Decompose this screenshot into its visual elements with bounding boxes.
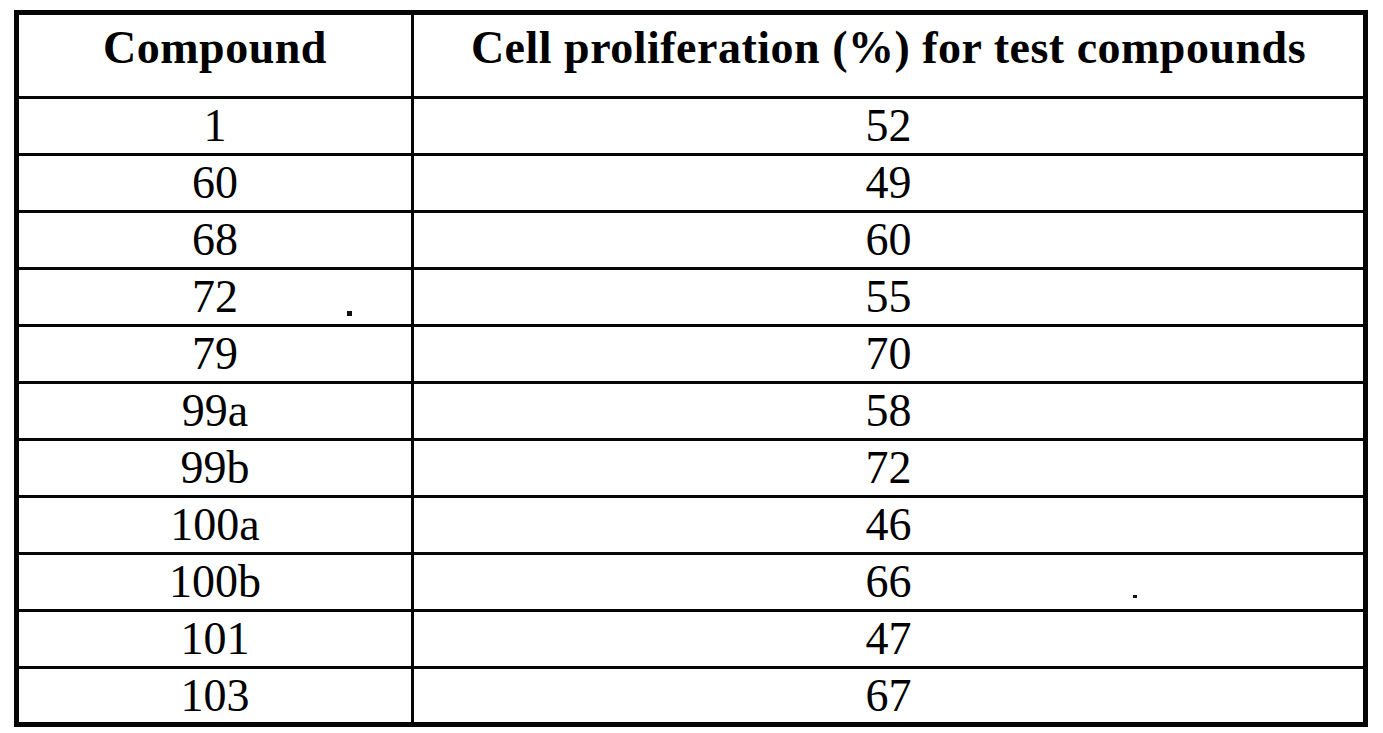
table-row: 152 [17, 98, 1366, 155]
cell-compound: 100b [17, 554, 413, 611]
cell-compound: 99a [17, 383, 413, 440]
cell-compound: 99b [17, 440, 413, 497]
cell-value: 55 [413, 269, 1366, 326]
cell-value: 67 [413, 668, 1366, 725]
cell-compound: 100a [17, 497, 413, 554]
table-row: 100b66 [17, 554, 1366, 611]
cell-value: 60 [413, 212, 1366, 269]
scan-speck [347, 311, 352, 316]
cell-value: 46 [413, 497, 1366, 554]
cell-compound: 60 [17, 155, 413, 212]
column-header-compound: Compound [17, 13, 413, 98]
scan-speck [1133, 595, 1137, 598]
cell-compound: 72 [17, 269, 413, 326]
table-row: 7970 [17, 326, 1366, 383]
table-body: 152604968607255797099a5899b72100a46100b6… [17, 98, 1366, 725]
table-row: 100a46 [17, 497, 1366, 554]
table-row: 10367 [17, 668, 1366, 725]
table-row: 99a58 [17, 383, 1366, 440]
cell-compound: 103 [17, 668, 413, 725]
cell-value: 47 [413, 611, 1366, 668]
table-row: 7255 [17, 269, 1366, 326]
cell-value: 52 [413, 98, 1366, 155]
cell-value: 58 [413, 383, 1366, 440]
cell-value: 72 [413, 440, 1366, 497]
cell-value: 70 [413, 326, 1366, 383]
cell-value: 49 [413, 155, 1366, 212]
column-header-cell-proliferation: Cell proliferation (%) for test compound… [413, 13, 1366, 98]
scanned-document-page: Compound Cell proliferation (%) for test… [0, 0, 1383, 733]
table-row: 99b72 [17, 440, 1366, 497]
table-row: 6049 [17, 155, 1366, 212]
cell-value: 66 [413, 554, 1366, 611]
cell-compound: 1 [17, 98, 413, 155]
table-header: Compound Cell proliferation (%) for test… [17, 13, 1366, 98]
header-row: Compound Cell proliferation (%) for test… [17, 13, 1366, 98]
cell-compound: 68 [17, 212, 413, 269]
table-row: 10147 [17, 611, 1366, 668]
table-row: 6860 [17, 212, 1366, 269]
cell-compound: 101 [17, 611, 413, 668]
compound-proliferation-table: Compound Cell proliferation (%) for test… [14, 10, 1368, 727]
cell-compound: 79 [17, 326, 413, 383]
